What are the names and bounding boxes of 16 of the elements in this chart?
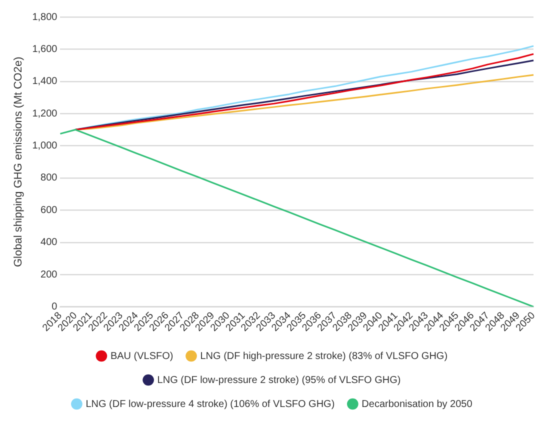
y-tick-label: 600 <box>40 204 58 216</box>
y-tick-label: 1,200 <box>32 108 58 120</box>
legend-label: LNG (DF high-pressure 2 stroke) (83% of VLSFO GHG) <box>200 350 448 362</box>
legend-label: LNG (DF low-pressure 2 stroke) (95% of VLSFO GHG) <box>157 374 401 386</box>
y-tick-label: 200 <box>40 269 58 280</box>
y-tick-label: 1,400 <box>32 76 58 88</box>
y-tick-label: 1,800 <box>32 12 58 23</box>
y-tick-label: 1,000 <box>32 140 58 152</box>
y-axis-title: Global shipping GHG emissions (Mt CO2e) <box>12 56 25 268</box>
y-tick-label: 0 <box>52 302 58 313</box>
legend-label: BAU (VLSFO) <box>110 350 174 362</box>
y-tick-label: 800 <box>40 172 58 184</box>
legend-label: Decarbonisation by 2050 <box>362 398 473 410</box>
y-tick-label: 1,600 <box>32 44 58 55</box>
y-tick-label: 400 <box>40 237 58 248</box>
legend-label: LNG (DF low-pressure 4 stroke) (106% of VLSFO GHG) <box>86 398 335 410</box>
